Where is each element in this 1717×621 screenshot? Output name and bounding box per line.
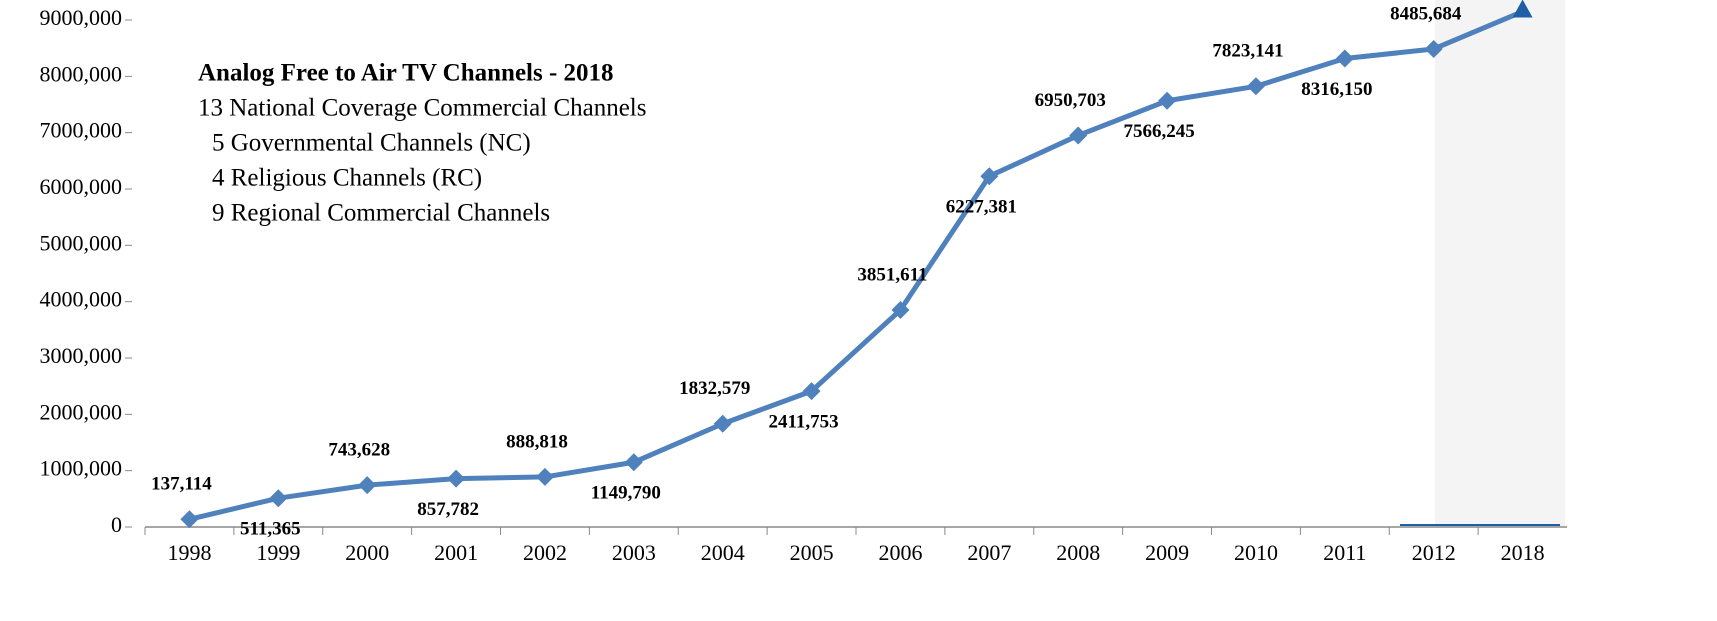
point-marker — [891, 301, 910, 320]
data-label: 7823,141 — [1212, 41, 1283, 62]
x-tick-label: 2011 — [1323, 540, 1366, 565]
y-tick-label: 3000,000 — [40, 343, 123, 368]
point-marker — [447, 469, 466, 488]
annotation-line: 4 Religious Channels (RC) — [212, 165, 482, 192]
annotation-line: 9 Regional Commercial Channels — [212, 200, 550, 227]
point-marker — [802, 382, 821, 401]
annotation-line: 13 National Coverage Commercial Channels — [198, 95, 647, 122]
data-label: 1832,579 — [679, 378, 750, 399]
point-marker — [980, 167, 999, 186]
end-marker — [1512, 0, 1533, 18]
y-tick-label: 5000,000 — [40, 230, 123, 255]
x-tick-label: 2009 — [1145, 540, 1189, 565]
data-label: 2411,753 — [768, 411, 838, 432]
x-tick-label: 2018 — [1501, 540, 1545, 565]
data-label: 1149,790 — [591, 483, 661, 504]
y-tick-label: 2000,000 — [40, 399, 123, 424]
data-label: 8485,684 — [1390, 3, 1462, 24]
y-tick-label: 4000,000 — [40, 287, 123, 312]
data-label: 137,114 — [151, 474, 212, 495]
point-marker — [269, 489, 288, 508]
data-label: 7566,245 — [1123, 121, 1194, 142]
y-tick-label: 1000,000 — [40, 456, 123, 481]
data-label: 6950,703 — [1035, 90, 1106, 111]
x-tick-label: 2000 — [345, 540, 389, 565]
x-tick-label: 1998 — [167, 540, 211, 565]
point-marker — [1335, 49, 1354, 68]
point-marker — [1069, 126, 1088, 145]
x-tick-label: 2004 — [701, 540, 745, 565]
data-label: 3851,611 — [857, 264, 927, 285]
data-label: 857,782 — [417, 499, 479, 520]
data-label: 6227,381 — [946, 197, 1017, 218]
point-marker — [1424, 39, 1443, 58]
point-marker — [713, 414, 732, 433]
y-tick-label: 0 — [111, 512, 122, 537]
x-tick-label: 1999 — [256, 540, 300, 565]
x-tick-label: 2002 — [523, 540, 567, 565]
point-marker — [1158, 91, 1177, 110]
y-tick-label: 7000,000 — [40, 118, 123, 143]
point-marker — [535, 467, 554, 486]
x-tick-label: 2007 — [967, 540, 1011, 565]
y-tick-label: 8000,000 — [40, 61, 123, 86]
point-marker — [358, 476, 377, 495]
point-marker — [624, 453, 643, 472]
x-tick-label: 2005 — [790, 540, 834, 565]
x-tick-label: 2010 — [1234, 540, 1278, 565]
x-tick-label: 2001 — [434, 540, 478, 565]
data-label: 888,818 — [506, 431, 568, 452]
shaded-region — [1435, 0, 1565, 527]
point-marker — [180, 510, 199, 529]
series-line — [188, 9, 1524, 522]
point-marker — [1246, 77, 1265, 96]
x-tick-label: 2012 — [1412, 540, 1456, 565]
x-tick-label: 2003 — [612, 540, 656, 565]
x-tick-label: 2008 — [1056, 540, 1100, 565]
y-tick-label: 9000,000 — [40, 5, 123, 30]
x-tick-label: 2006 — [878, 540, 922, 565]
y-tick-label: 6000,000 — [40, 174, 123, 199]
data-label: 511,365 — [240, 519, 301, 540]
annotation-title: Analog Free to Air TV Channels - 2018 — [198, 60, 614, 87]
annotation-line: 5 Governmental Channels (NC) — [212, 130, 531, 157]
data-label: 743,628 — [328, 439, 390, 460]
data-label: 8316,150 — [1301, 79, 1372, 100]
